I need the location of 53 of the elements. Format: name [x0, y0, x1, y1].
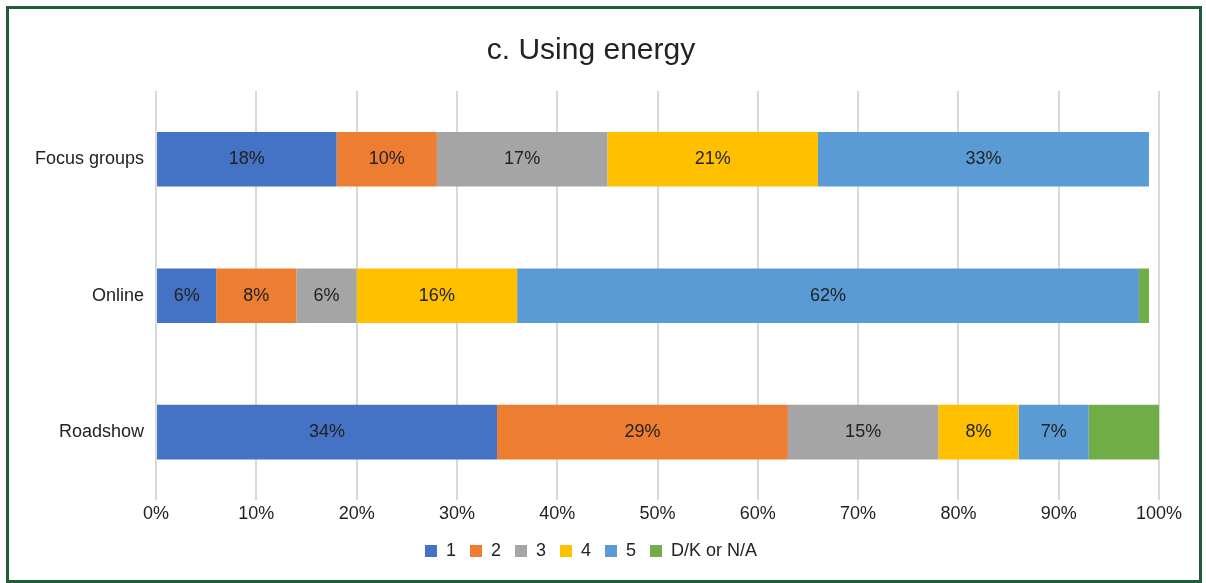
data-label: 34% [309, 421, 346, 442]
y-tick-label: Roadshow [58, 421, 146, 442]
legend-label: 5 [626, 539, 637, 560]
bar [517, 268, 1139, 323]
bar [436, 131, 608, 187]
x-tick-label: 30% [438, 503, 475, 524]
bar [1088, 404, 1159, 460]
bar [336, 131, 437, 187]
bar [356, 268, 518, 323]
legend-label: D/K or N/A [671, 539, 758, 560]
bar [157, 131, 337, 187]
data-label: 8% [965, 421, 992, 442]
x-tick-label: 70% [840, 503, 877, 524]
x-tick-label: 20% [338, 503, 375, 524]
bar [607, 131, 818, 187]
bar [938, 404, 1019, 460]
data-label: 18% [228, 148, 265, 169]
data-label: 8% [243, 284, 270, 305]
bar [1138, 268, 1149, 323]
data-label: 6% [173, 284, 200, 305]
x-tick-label: 80% [940, 503, 977, 524]
data-label: 10% [368, 148, 405, 169]
x-tick-label: 40% [539, 503, 576, 524]
data-label: 7% [1040, 421, 1067, 442]
data-label: 15% [845, 421, 882, 442]
x-tick-label: 90% [1040, 503, 1077, 524]
x-tick-label: 50% [639, 503, 676, 524]
data-label: 17% [504, 148, 541, 169]
legend-label: 1 [445, 539, 456, 560]
bar [157, 404, 498, 460]
data-label: 16% [418, 284, 455, 305]
data-label: 62% [810, 284, 847, 305]
data-label: 6% [313, 284, 340, 305]
y-tick-label: Focus groups [34, 148, 145, 169]
x-tick-label: 60% [739, 503, 776, 524]
bar [497, 404, 788, 460]
data-label: 29% [624, 421, 661, 442]
bar [157, 268, 217, 323]
bar [787, 404, 939, 460]
legend-label: 2 [490, 539, 501, 560]
x-tick-label: 0% [143, 503, 170, 524]
legend-label: 3 [535, 539, 546, 560]
x-tick-label: 100% [1135, 503, 1183, 524]
data-label: 21% [694, 148, 731, 169]
data-label: 33% [965, 148, 1002, 169]
y-tick-label: Online [92, 284, 145, 305]
x-tick-label: 10% [238, 503, 275, 524]
bar [1018, 404, 1089, 460]
bar [216, 268, 297, 323]
bar [818, 131, 1149, 187]
legend-label: 4 [581, 539, 592, 560]
bar [296, 268, 357, 323]
chart-title: c. Using energy [486, 32, 696, 66]
